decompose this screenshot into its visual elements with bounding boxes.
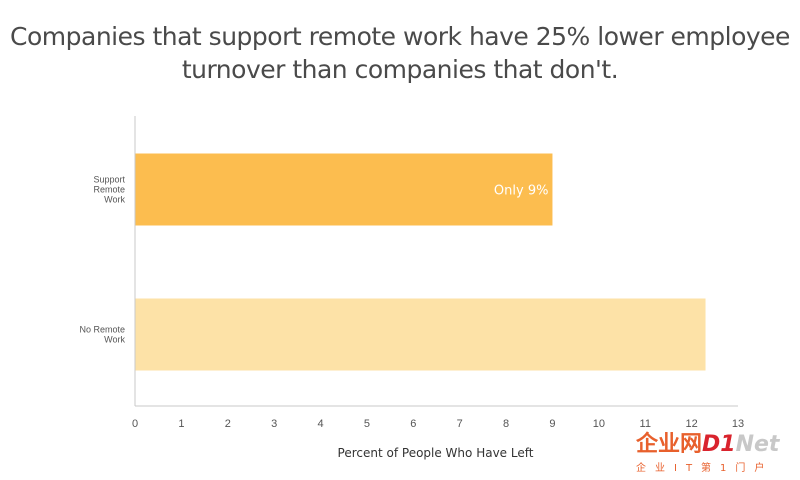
bar-0	[135, 153, 553, 226]
data-label-0: Only 9%	[494, 184, 549, 199]
watermark-logo: 企业网D1Net 企业IT第1门户	[636, 432, 798, 478]
x-tick-label-10: 10	[593, 418, 605, 430]
category-label-1-line-1: Work	[104, 335, 125, 345]
bar-1	[135, 298, 706, 371]
x-tick-label-13: 13	[732, 418, 744, 430]
watermark-brand-d1: D1	[702, 432, 736, 457]
watermark-brand-net: Net	[735, 432, 780, 457]
category-label-0-line-0: Support	[93, 175, 125, 185]
x-axis-title: Percent of People Who Have Left	[338, 446, 534, 460]
x-tick-label-12: 12	[685, 418, 697, 430]
category-label-1-line-0: No Remote	[79, 325, 125, 335]
category-label-0-line-2: Work	[104, 195, 125, 205]
chart-title-line-2: turnover than companies that don't.	[181, 55, 619, 84]
x-tick-label-11: 11	[640, 418, 651, 430]
chart-title-line-1: Companies that support remote work have …	[10, 22, 790, 51]
x-tick-label-5: 5	[364, 418, 370, 430]
category-label-0-line-1: Remote	[93, 185, 125, 195]
watermark-brand: 企业网D1Net	[636, 432, 779, 458]
x-tick-label-8: 8	[503, 418, 509, 430]
watermark-brand-main: 企业网	[636, 432, 703, 457]
x-tick-label-3: 3	[271, 418, 277, 430]
x-tick-label-6: 6	[410, 418, 416, 430]
x-tick-label-9: 9	[549, 418, 555, 430]
x-tick-label-0: 0	[132, 418, 138, 430]
watermark-tagline: 企业IT第1门户	[636, 463, 774, 474]
x-tick-label-4: 4	[317, 418, 323, 430]
x-tick-label-2: 2	[225, 418, 231, 430]
x-tick-label-7: 7	[457, 418, 463, 430]
chart-title: Companies that support remote work have …	[0, 20, 800, 86]
x-tick-label-1: 1	[178, 418, 184, 430]
